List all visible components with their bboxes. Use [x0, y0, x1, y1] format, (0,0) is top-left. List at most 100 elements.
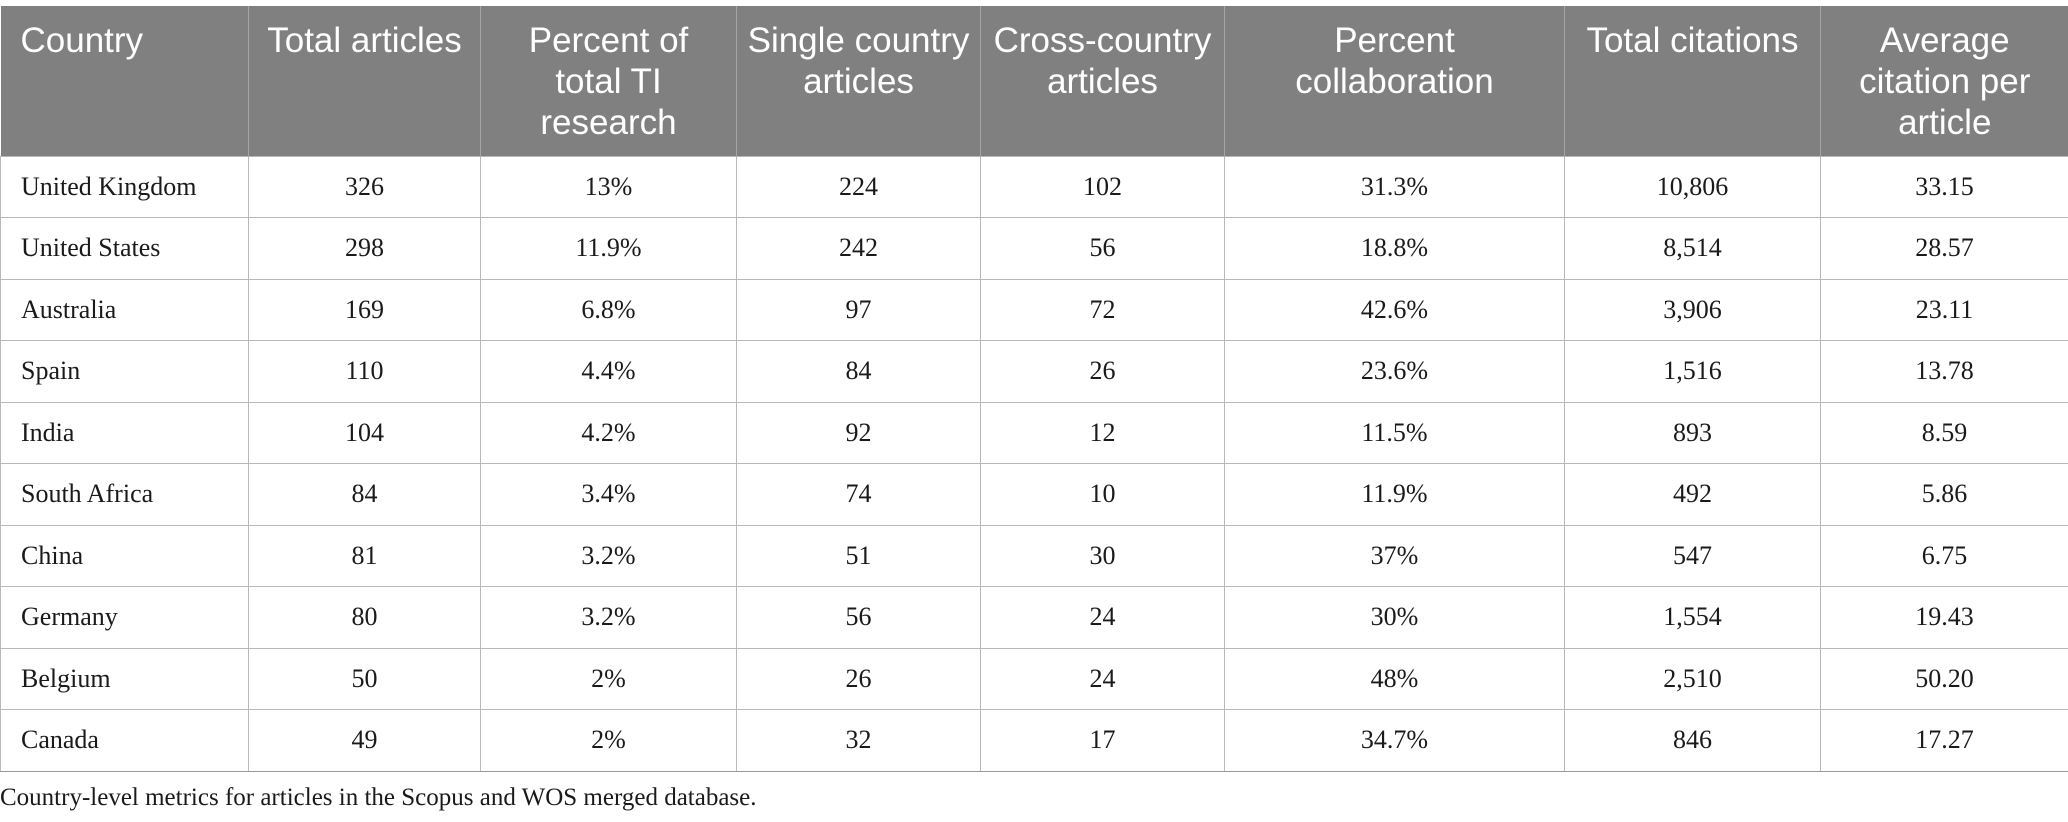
cell-total-articles: 81 — [248, 524, 481, 587]
cell-cross-country: 102 — [980, 155, 1225, 218]
cell-average-citation: 13.78 — [1820, 340, 2068, 403]
cell-country: United States — [0, 217, 249, 280]
cell-percent-total: 3.2% — [480, 586, 737, 649]
header-cross-country: Cross-country articles — [980, 6, 1225, 156]
table-row: Canada 49 2% 32 17 34.7% 846 17.27 — [0, 709, 2068, 772]
cell-total-articles: 298 — [248, 217, 481, 280]
cell-cross-country: 30 — [980, 524, 1225, 587]
table-row: China 81 3.2% 51 30 37% 547 6.75 — [0, 524, 2068, 587]
cell-total-articles: 326 — [248, 155, 481, 218]
header-total-citations: Total citations — [1564, 6, 1821, 156]
cell-average-citation: 50.20 — [1820, 647, 2068, 710]
header-percent-total-ti: Percent of total TI research — [480, 6, 737, 156]
cell-total-citations: 1,554 — [1564, 586, 1821, 649]
table-row: Belgium 50 2% 26 24 48% 2,510 50.20 — [0, 647, 2068, 710]
cell-single-country: 51 — [736, 524, 981, 587]
cell-single-country: 26 — [736, 647, 981, 710]
cell-average-citation: 6.75 — [1820, 524, 2068, 587]
header-single-country: Single country articles — [736, 6, 981, 156]
cell-single-country: 56 — [736, 586, 981, 649]
cell-percent-total: 3.4% — [480, 463, 737, 526]
cell-total-articles: 50 — [248, 647, 481, 710]
cell-country: Belgium — [0, 647, 249, 710]
table-row: Spain 110 4.4% 84 26 23.6% 1,516 13.78 — [0, 340, 2068, 403]
cell-average-citation: 19.43 — [1820, 586, 2068, 649]
cell-total-citations: 2,510 — [1564, 647, 1821, 710]
cell-percent-collaboration: 23.6% — [1224, 340, 1565, 403]
cell-percent-collaboration: 18.8% — [1224, 217, 1565, 280]
cell-percent-collaboration: 11.9% — [1224, 463, 1565, 526]
table-row: Australia 169 6.8% 97 72 42.6% 3,906 23.… — [0, 278, 2068, 341]
cell-percent-total: 13% — [480, 155, 737, 218]
cell-total-articles: 169 — [248, 278, 481, 341]
cell-total-citations: 8,514 — [1564, 217, 1821, 280]
cell-average-citation: 8.59 — [1820, 401, 2068, 464]
cell-single-country: 97 — [736, 278, 981, 341]
cell-percent-total: 4.4% — [480, 340, 737, 403]
cell-total-citations: 10,806 — [1564, 155, 1821, 218]
cell-cross-country: 24 — [980, 586, 1225, 649]
header-percent-collaboration: Percent collaboration — [1224, 6, 1565, 156]
header-total-articles: Total articles — [248, 6, 481, 156]
table-row: Germany 80 3.2% 56 24 30% 1,554 19.43 — [0, 586, 2068, 649]
data-table-container: Country Total articles Percent of total … — [0, 6, 2068, 772]
cell-total-citations: 846 — [1564, 709, 1821, 772]
cell-single-country: 224 — [736, 155, 981, 218]
table-body: United Kingdom 326 13% 224 102 31.3% 10,… — [0, 155, 2068, 772]
header-row: Country Total articles Percent of total … — [0, 6, 2068, 156]
cell-total-citations: 3,906 — [1564, 278, 1821, 341]
cell-total-articles: 49 — [248, 709, 481, 772]
cell-total-articles: 104 — [248, 401, 481, 464]
cell-percent-collaboration: 31.3% — [1224, 155, 1565, 218]
cell-percent-collaboration: 42.6% — [1224, 278, 1565, 341]
cell-country: China — [0, 524, 249, 587]
cell-country: Spain — [0, 340, 249, 403]
cell-country: Canada — [0, 709, 249, 772]
cell-percent-total: 4.2% — [480, 401, 737, 464]
cell-cross-country: 72 — [980, 278, 1225, 341]
cell-percent-collaboration: 30% — [1224, 586, 1565, 649]
cell-percent-total: 2% — [480, 647, 737, 710]
cell-country: Australia — [0, 278, 249, 341]
cell-single-country: 74 — [736, 463, 981, 526]
header-average-citation: Average citation per article — [1820, 6, 2068, 156]
header-country: Country — [0, 6, 249, 156]
cell-average-citation: 33.15 — [1820, 155, 2068, 218]
cell-total-articles: 84 — [248, 463, 481, 526]
cell-percent-total: 6.8% — [480, 278, 737, 341]
cell-average-citation: 5.86 — [1820, 463, 2068, 526]
cell-cross-country: 17 — [980, 709, 1225, 772]
cell-percent-collaboration: 34.7% — [1224, 709, 1565, 772]
table-caption: Country-level metrics for articles in th… — [0, 784, 757, 811]
cell-single-country: 242 — [736, 217, 981, 280]
cell-percent-total: 2% — [480, 709, 737, 772]
cell-percent-total: 3.2% — [480, 524, 737, 587]
cell-average-citation: 23.11 — [1820, 278, 2068, 341]
table-header: Country Total articles Percent of total … — [0, 6, 2068, 156]
cell-cross-country: 26 — [980, 340, 1225, 403]
cell-average-citation: 17.27 — [1820, 709, 2068, 772]
cell-total-citations: 893 — [1564, 401, 1821, 464]
cell-country: India — [0, 401, 249, 464]
cell-total-citations: 492 — [1564, 463, 1821, 526]
cell-percent-collaboration: 48% — [1224, 647, 1565, 710]
cell-cross-country: 10 — [980, 463, 1225, 526]
cell-average-citation: 28.57 — [1820, 217, 2068, 280]
table-row: South Africa 84 3.4% 74 10 11.9% 492 5.8… — [0, 463, 2068, 526]
table-row: United States 298 11.9% 242 56 18.8% 8,5… — [0, 217, 2068, 280]
cell-country: Germany — [0, 586, 249, 649]
cell-cross-country: 12 — [980, 401, 1225, 464]
cell-cross-country: 56 — [980, 217, 1225, 280]
cell-percent-collaboration: 37% — [1224, 524, 1565, 587]
table-row: India 104 4.2% 92 12 11.5% 893 8.59 — [0, 401, 2068, 464]
cell-total-citations: 547 — [1564, 524, 1821, 587]
cell-single-country: 92 — [736, 401, 981, 464]
cell-percent-collaboration: 11.5% — [1224, 401, 1565, 464]
cell-single-country: 32 — [736, 709, 981, 772]
cell-country: United Kingdom — [0, 155, 249, 218]
country-metrics-table: Country Total articles Percent of total … — [0, 6, 2068, 772]
cell-single-country: 84 — [736, 340, 981, 403]
cell-total-articles: 80 — [248, 586, 481, 649]
cell-percent-total: 11.9% — [480, 217, 737, 280]
cell-cross-country: 24 — [980, 647, 1225, 710]
